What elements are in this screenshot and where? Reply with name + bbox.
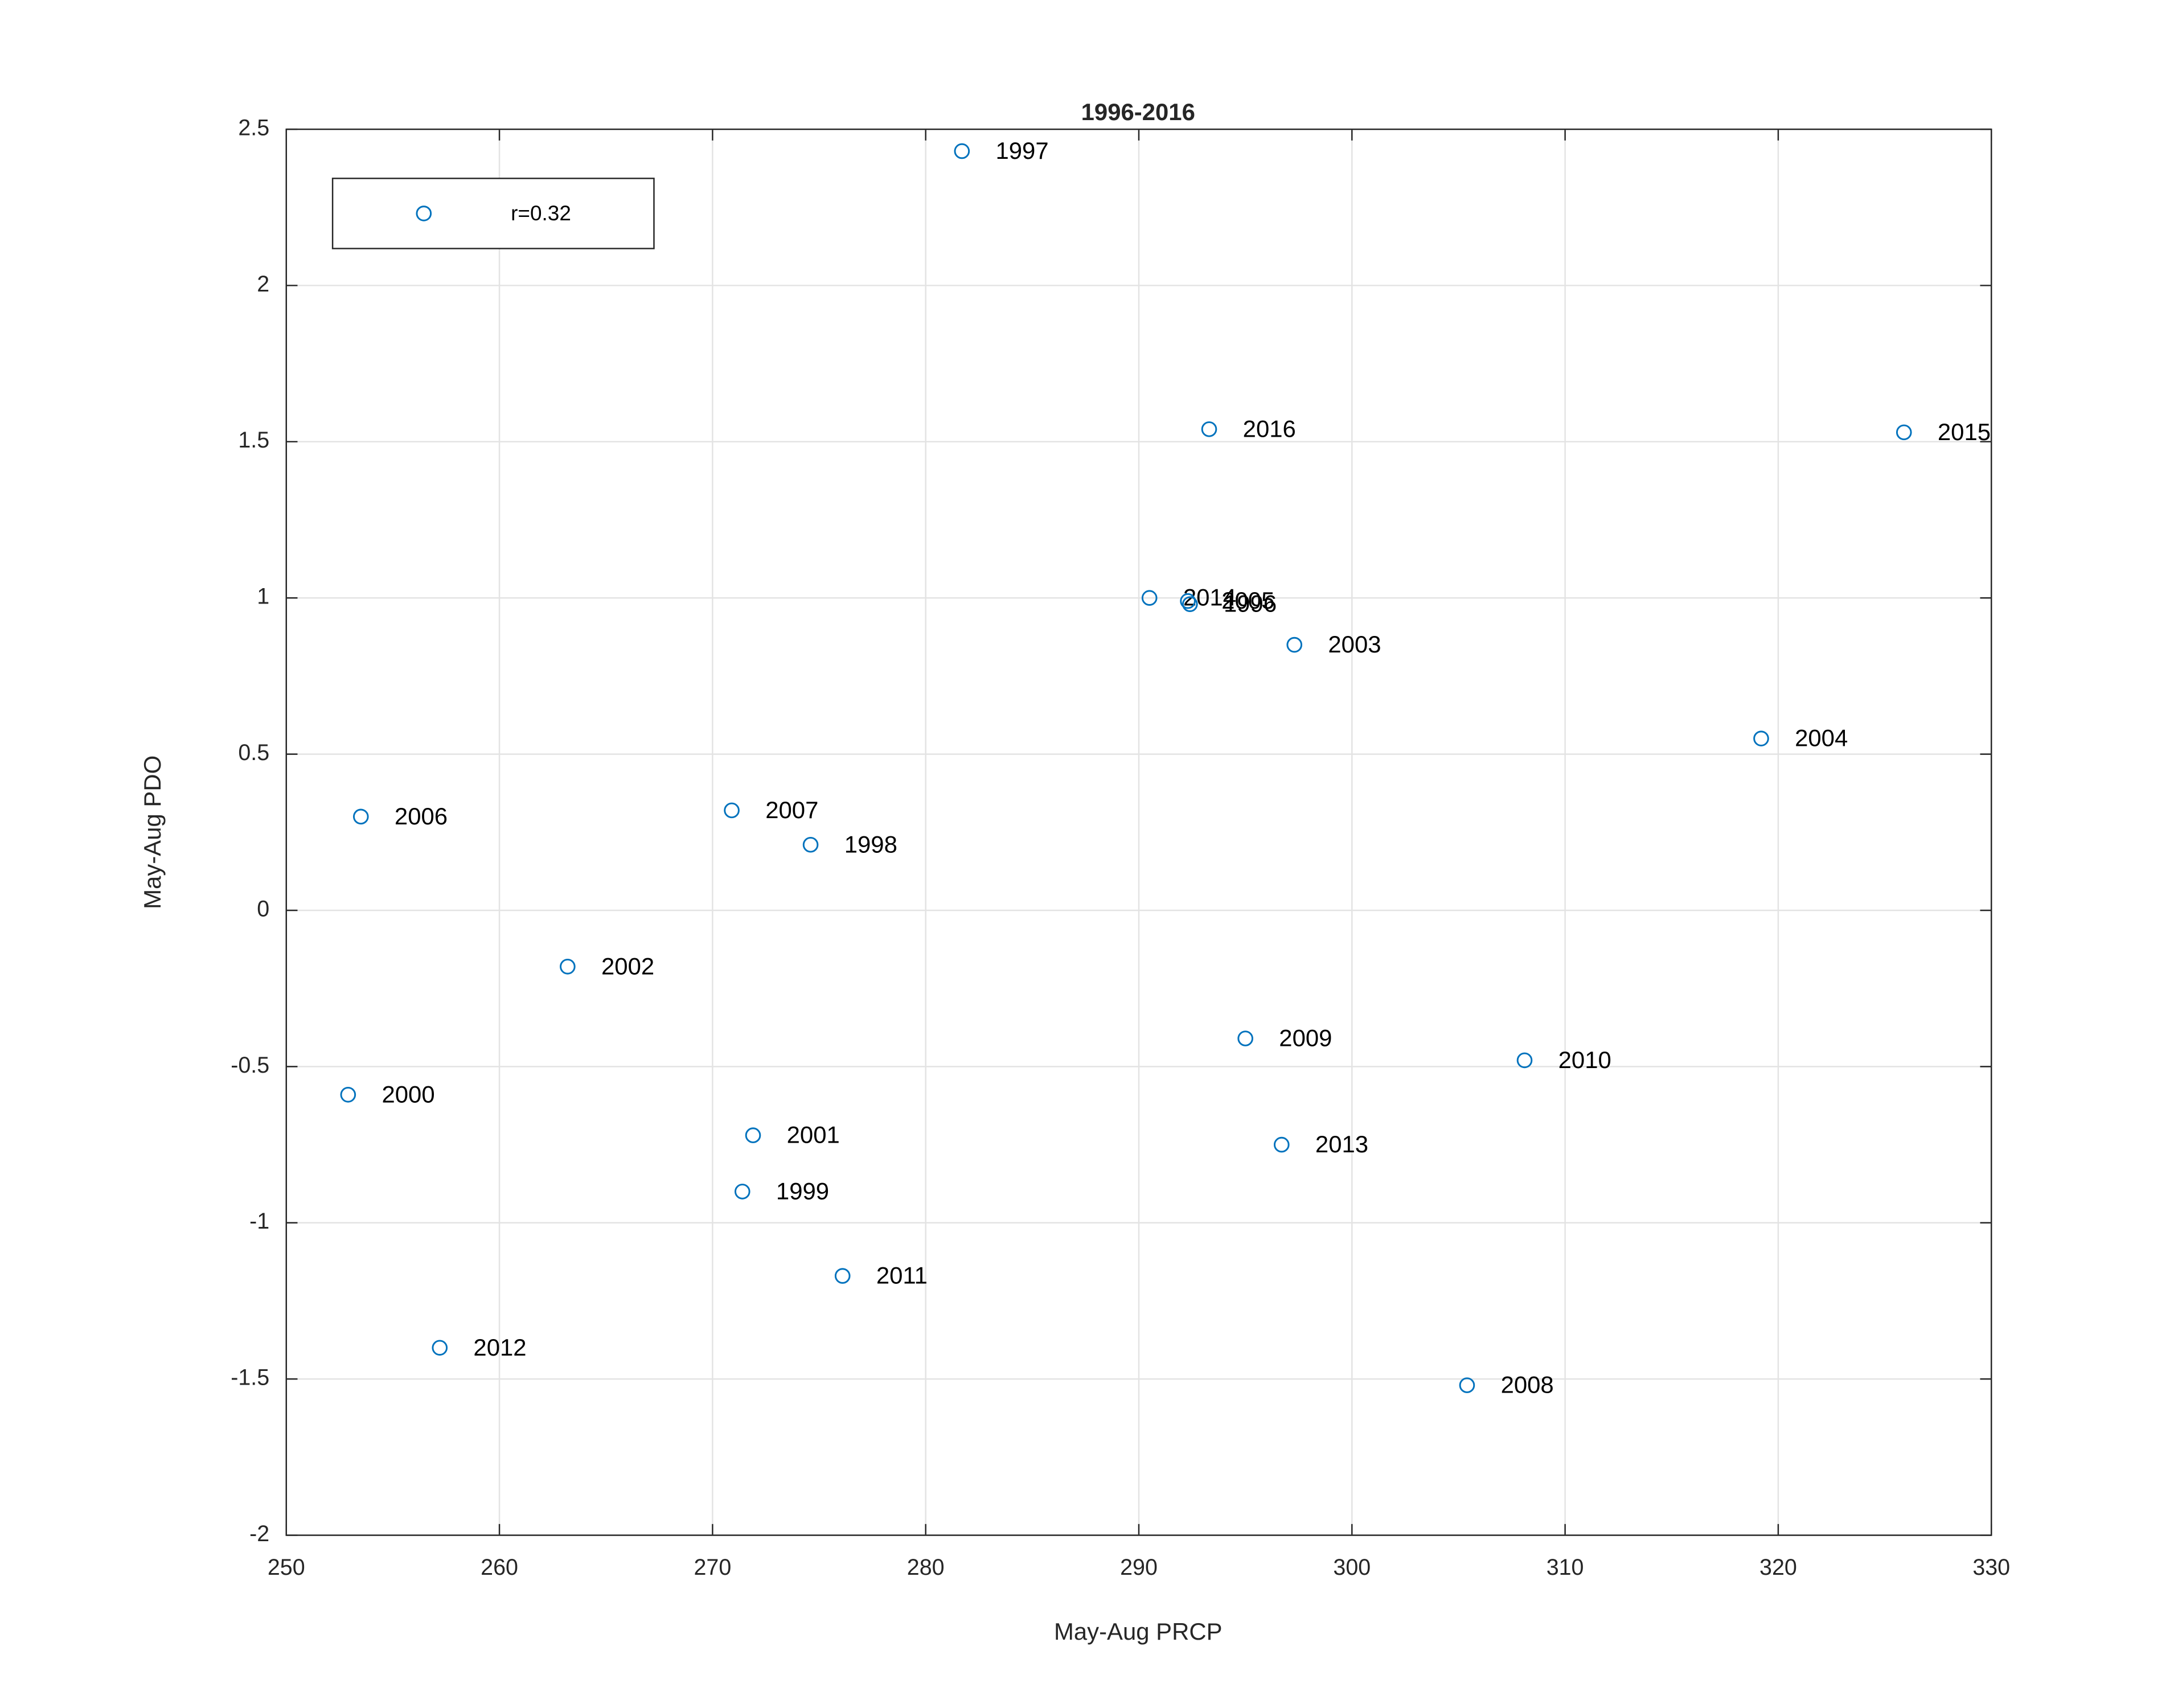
- point-label: 2001: [787, 1122, 840, 1148]
- point-label: 2010: [1558, 1046, 1611, 1073]
- point-label: 2011: [876, 1262, 928, 1289]
- y-tick-label: 1: [257, 584, 269, 609]
- point: [834, 1268, 851, 1284]
- y-tick-label: -0.5: [231, 1053, 269, 1078]
- point-label: 2002: [601, 952, 654, 979]
- x-tick-label: 330: [1972, 1555, 2010, 1580]
- point: [1516, 1052, 1533, 1069]
- legend-label: r=0.32: [511, 202, 571, 225]
- point: [745, 1127, 761, 1143]
- x-tick-label: 310: [1547, 1555, 1584, 1580]
- point: [1753, 730, 1769, 746]
- point-label: 2003: [1328, 631, 1381, 658]
- point: [1896, 424, 1912, 441]
- point-label: 2012: [473, 1334, 526, 1361]
- point: [1286, 637, 1303, 653]
- point: [1180, 593, 1196, 609]
- point: [1182, 596, 1198, 612]
- plot-frame: [285, 128, 1992, 1536]
- point: [1141, 590, 1158, 606]
- x-tick-label: 280: [907, 1555, 945, 1580]
- legend-box: [331, 178, 655, 249]
- point-label: 1997: [995, 137, 1048, 164]
- x-tick-label: 320: [1759, 1555, 1797, 1580]
- point-label: 2007: [765, 796, 818, 823]
- y-tick-label: -2: [249, 1521, 269, 1546]
- point: [432, 1340, 448, 1356]
- x-axis-label: May-Aug PRCP: [1054, 1618, 1223, 1645]
- point: [352, 808, 369, 825]
- point-label: 2006: [395, 803, 448, 830]
- y-tick-label: 2: [257, 272, 269, 297]
- point: [1459, 1377, 1475, 1393]
- y-tick-label: 0.5: [238, 740, 269, 765]
- x-tick-label: 270: [694, 1555, 731, 1580]
- point-label: 2016: [1243, 415, 1296, 442]
- point: [734, 1184, 750, 1200]
- point: [1237, 1030, 1253, 1046]
- point-label: 2000: [382, 1081, 434, 1107]
- point-label: 1996: [1224, 590, 1277, 617]
- point: [954, 143, 970, 159]
- x-tick-label: 300: [1333, 1555, 1371, 1580]
- y-tick-label: -1: [249, 1209, 269, 1234]
- point: [1273, 1136, 1290, 1153]
- point-label: 2004: [1795, 725, 1848, 752]
- y-tick-label: -1.5: [231, 1365, 269, 1390]
- point: [560, 958, 576, 975]
- point-label: 1999: [776, 1177, 829, 1204]
- x-tick-label: 250: [268, 1555, 305, 1580]
- chart-title: 1996-2016: [1081, 98, 1195, 125]
- point: [802, 836, 819, 853]
- point: [340, 1086, 356, 1103]
- point-label: 1998: [844, 831, 897, 857]
- y-tick-label: 1.5: [238, 428, 269, 453]
- point-label: 2015: [1938, 418, 1991, 445]
- x-tick-label: 290: [1120, 1555, 1158, 1580]
- point: [1201, 421, 1217, 437]
- y-tick-label: 0: [257, 896, 269, 921]
- y-tick-label: 2.5: [238, 115, 269, 140]
- y-axis-label: May-Aug PDO: [139, 756, 166, 909]
- legend-marker: [416, 206, 432, 221]
- point-label: 2013: [1315, 1131, 1368, 1157]
- point-label: 2009: [1279, 1025, 1332, 1052]
- x-tick-label: 260: [481, 1555, 518, 1580]
- point-label: 2005: [1221, 587, 1274, 614]
- point: [724, 802, 740, 819]
- point-label: 2008: [1501, 1372, 1554, 1398]
